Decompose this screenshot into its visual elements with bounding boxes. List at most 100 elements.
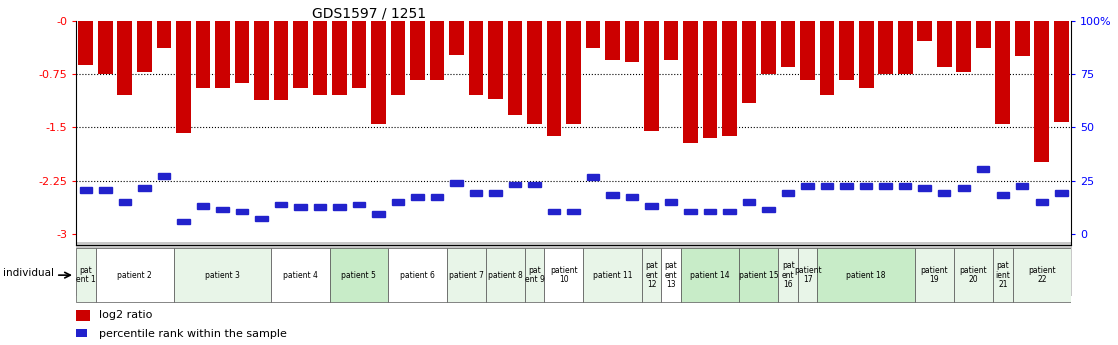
Bar <box>664 21 679 60</box>
Bar <box>642 248 662 303</box>
Text: patient 7: patient 7 <box>448 270 484 280</box>
Bar <box>509 181 521 187</box>
Bar <box>879 21 893 74</box>
Bar <box>449 21 464 55</box>
Bar <box>254 21 268 100</box>
Bar <box>1015 21 1030 56</box>
Bar <box>625 21 639 62</box>
Bar <box>1034 21 1049 162</box>
Bar <box>778 248 798 303</box>
Text: patient 3: patient 3 <box>205 270 239 280</box>
Bar <box>626 194 638 200</box>
Bar <box>485 248 524 303</box>
Text: patient 15: patient 15 <box>739 270 779 280</box>
Bar <box>915 248 954 303</box>
Text: percentile rank within the sample: percentile rank within the sample <box>98 328 286 338</box>
Bar <box>430 194 443 200</box>
Bar <box>683 21 698 143</box>
Bar <box>1016 183 1029 189</box>
Bar <box>802 183 814 189</box>
Bar <box>821 183 833 189</box>
Bar <box>235 21 249 83</box>
Bar <box>490 190 502 196</box>
Bar <box>508 21 522 115</box>
Bar <box>274 21 288 100</box>
Bar <box>898 21 912 74</box>
Bar <box>332 21 347 96</box>
Bar <box>918 21 932 41</box>
Bar <box>662 248 681 303</box>
Bar <box>798 248 817 303</box>
Bar <box>79 187 92 193</box>
Text: patient 14: patient 14 <box>690 270 730 280</box>
Bar <box>216 207 228 212</box>
Text: patient 2: patient 2 <box>117 270 152 280</box>
Text: patient
20: patient 20 <box>959 266 987 285</box>
Bar <box>703 21 718 138</box>
Bar <box>176 21 191 133</box>
Bar <box>566 21 581 124</box>
Bar <box>840 21 854 80</box>
Bar <box>819 21 834 96</box>
Bar <box>314 204 326 210</box>
Bar <box>899 183 911 189</box>
Bar <box>411 194 424 200</box>
Bar <box>468 21 483 96</box>
Bar <box>684 209 697 214</box>
Bar <box>644 21 659 131</box>
Bar <box>742 199 756 205</box>
Bar <box>529 181 541 187</box>
Text: pat
ent
16: pat ent 16 <box>781 261 795 289</box>
Bar <box>98 21 113 74</box>
Bar <box>665 199 678 205</box>
Bar <box>800 21 815 80</box>
Bar <box>584 248 642 303</box>
Bar <box>605 21 619 60</box>
Bar <box>275 201 287 207</box>
Bar <box>817 248 915 303</box>
Bar <box>722 21 737 136</box>
Bar <box>333 204 345 210</box>
Bar <box>723 209 736 214</box>
Bar <box>1055 190 1068 196</box>
Bar <box>391 199 405 205</box>
Bar <box>351 21 367 88</box>
Bar <box>330 248 388 303</box>
Text: patient 6: patient 6 <box>400 270 435 280</box>
Bar <box>919 185 931 191</box>
Bar <box>938 190 950 196</box>
Bar <box>586 21 600 48</box>
Bar <box>177 219 190 224</box>
Bar <box>95 248 173 303</box>
Bar <box>781 190 795 196</box>
Bar <box>294 204 306 210</box>
Bar <box>1035 199 1048 205</box>
Bar <box>995 21 1010 124</box>
Text: patient
19: patient 19 <box>920 266 948 285</box>
Bar <box>489 21 503 99</box>
Bar <box>524 248 544 303</box>
Bar <box>1054 21 1069 122</box>
Bar <box>158 173 170 179</box>
Text: pat
ent 1: pat ent 1 <box>76 266 96 285</box>
Text: patient
17: patient 17 <box>794 266 822 285</box>
Bar <box>313 21 328 96</box>
Bar <box>173 248 272 303</box>
Bar <box>567 209 580 214</box>
Text: log2 ratio: log2 ratio <box>98 310 152 321</box>
Bar <box>937 21 951 67</box>
Text: individual: individual <box>3 268 55 278</box>
Bar <box>117 21 132 96</box>
Bar <box>410 21 425 80</box>
Bar <box>388 248 447 303</box>
Text: pat
ent
13: pat ent 13 <box>665 261 678 289</box>
Bar <box>880 183 892 189</box>
Text: patient 18: patient 18 <box>846 270 885 280</box>
Bar <box>841 183 853 189</box>
Bar <box>704 209 717 214</box>
Bar <box>371 21 386 124</box>
Bar <box>470 190 482 196</box>
Bar <box>548 209 560 214</box>
Bar <box>157 21 171 48</box>
Bar <box>76 310 91 321</box>
